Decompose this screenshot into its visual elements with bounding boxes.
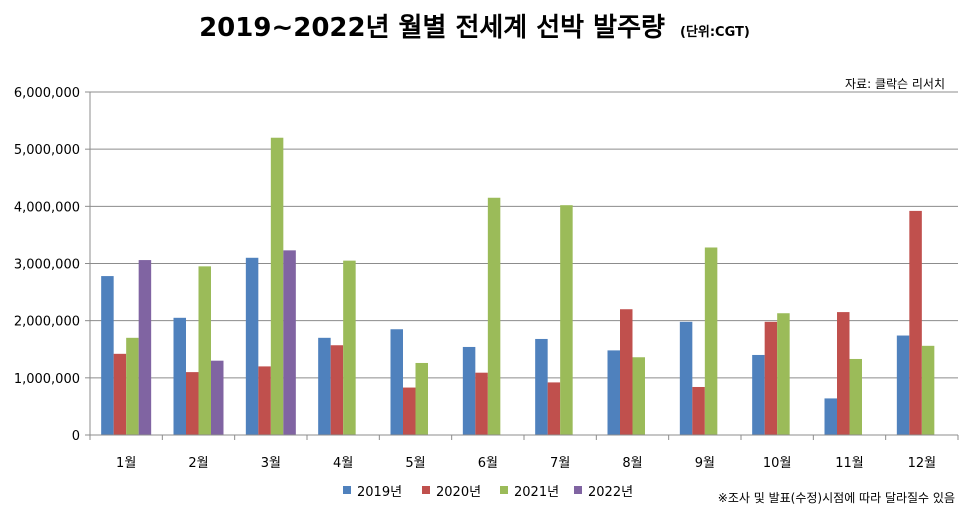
bar <box>173 317 186 435</box>
bar <box>126 337 139 435</box>
bar <box>462 346 476 435</box>
x-tick-label: 6월 <box>478 456 498 471</box>
legend-swatch <box>422 486 430 494</box>
bar <box>824 398 837 435</box>
bar <box>921 345 935 435</box>
bar <box>849 358 862 435</box>
legend-label: 2021년 <box>514 485 559 500</box>
legend-label: 2019년 <box>357 485 402 500</box>
bar <box>487 197 501 435</box>
y-tick-label: 6,000,000 <box>14 86 80 101</box>
bar <box>692 386 705 435</box>
legend-swatch <box>343 486 351 494</box>
bar <box>620 309 633 435</box>
chart-source: 자료: 클락슨 리서치 <box>845 77 945 91</box>
bar <box>270 137 284 435</box>
plot-area: 0 1,000,000 2,000,000 3,000,000 4,000,000 5,0… <box>14 86 959 471</box>
chart-title: 2019~2022년 월별 전세계 선박 발주량 <box>199 13 665 43</box>
x-tick-label: 8월 <box>622 456 642 471</box>
bar <box>752 354 765 435</box>
x-tick-label: 5월 <box>405 456 425 471</box>
legend-label: 2020년 <box>436 485 481 500</box>
bar <box>113 353 127 435</box>
bar <box>403 387 416 435</box>
bar <box>198 266 211 435</box>
bar <box>343 260 356 435</box>
legend-swatch <box>574 486 582 494</box>
bar <box>101 276 114 435</box>
bar <box>560 205 573 435</box>
bar <box>535 338 548 435</box>
bar <box>258 366 271 435</box>
legend: 2019년 2020년 2021년 2022년 <box>343 485 633 500</box>
bar <box>390 329 403 435</box>
x-tick-label: 7월 <box>550 456 570 471</box>
bar <box>415 362 428 435</box>
legend-swatch <box>500 486 508 494</box>
x-tick-label: 9월 <box>695 456 715 471</box>
bar <box>475 372 488 435</box>
y-tick-label: 1,000,000 <box>14 372 80 387</box>
x-tick-label: 10월 <box>763 456 792 471</box>
x-tick-label: 1월 <box>116 456 136 471</box>
bar <box>896 335 910 435</box>
bar <box>283 250 296 435</box>
bar <box>138 260 152 435</box>
x-tick-label: 3월 <box>261 456 281 471</box>
legend-label: 2022년 <box>588 485 633 500</box>
bar <box>607 350 620 435</box>
bar <box>837 312 850 435</box>
x-tick-label: 4월 <box>333 456 353 471</box>
x-tick-label: 12월 <box>908 456 937 471</box>
chart-note: ※조사 및 발표(수정)시점에 따라 달라질수 있음 <box>718 491 955 505</box>
y-tick-label: 0 <box>72 429 80 444</box>
bar <box>764 321 778 435</box>
y-tick-label: 5,000,000 <box>14 143 80 158</box>
x-tick-label: 11월 <box>835 456 864 471</box>
bar <box>318 337 331 435</box>
y-tick-label: 2,000,000 <box>14 315 80 330</box>
chart-unit-label: (단위:CGT) <box>680 24 750 40</box>
x-tick-label: 2월 <box>188 456 208 471</box>
y-tick-label: 4,000,000 <box>14 200 80 215</box>
bar <box>330 345 344 435</box>
y-tick-label: 3,000,000 <box>14 258 80 273</box>
bar <box>704 247 718 435</box>
bar <box>679 321 693 435</box>
bar <box>909 210 922 435</box>
bar <box>547 382 561 435</box>
bar <box>186 372 199 435</box>
bar <box>777 313 790 435</box>
bar <box>211 360 224 435</box>
bar <box>245 257 259 435</box>
bar <box>632 357 645 435</box>
